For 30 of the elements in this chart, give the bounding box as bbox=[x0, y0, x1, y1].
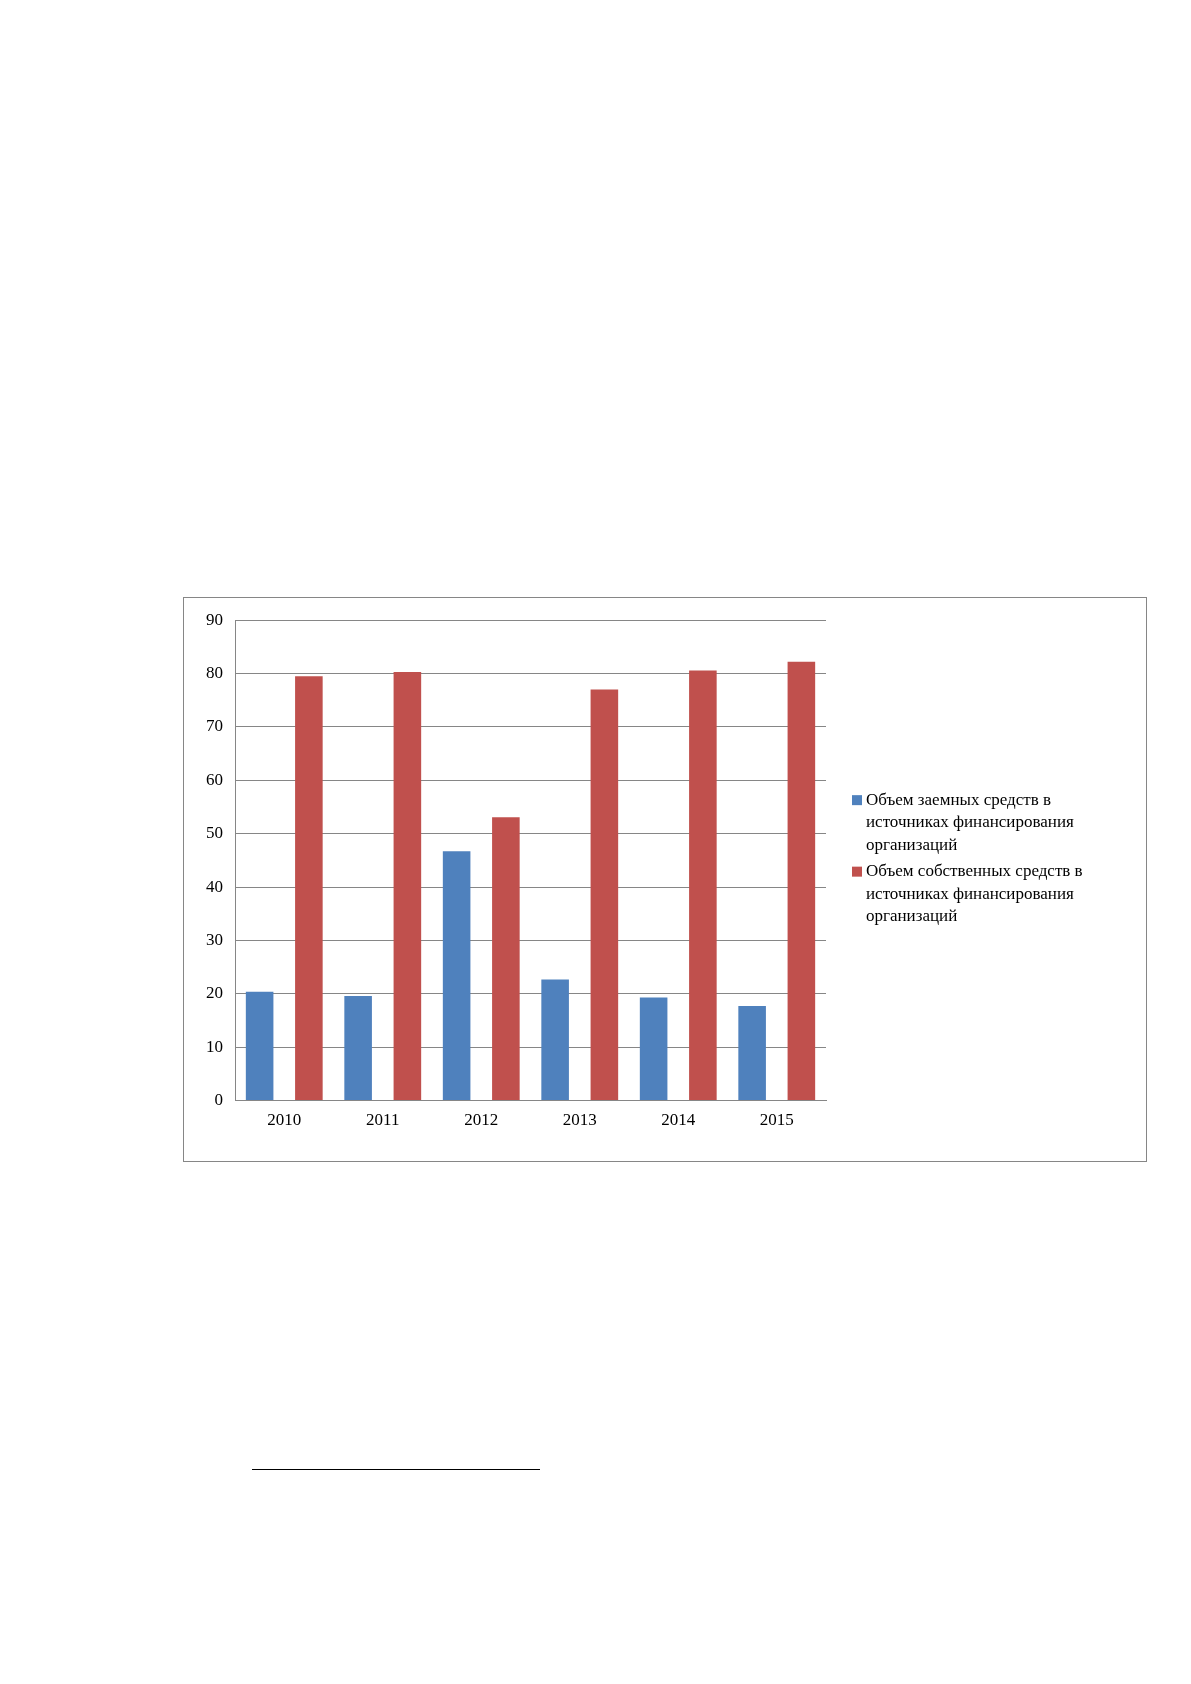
y-tick-label: 20 bbox=[206, 983, 223, 1003]
x-tick-label: 2015 bbox=[759, 1110, 794, 1130]
y-tick-label: 80 bbox=[206, 663, 223, 683]
x-tick-label: 2014 bbox=[661, 1110, 696, 1130]
y-tick-label: 70 bbox=[206, 716, 223, 736]
bar bbox=[245, 991, 274, 1101]
y-tick-label: 90 bbox=[206, 609, 223, 629]
legend-label: Объем собственных средств в источниках финансирования организаций bbox=[866, 861, 1083, 926]
bar bbox=[541, 979, 569, 1101]
legend-label: Объем заемных средств в источниках финансирования организаций bbox=[866, 789, 1074, 854]
x-tick-label: 2012 bbox=[464, 1110, 499, 1130]
bar bbox=[590, 689, 619, 1101]
bar bbox=[295, 676, 323, 1101]
bar bbox=[393, 671, 422, 1101]
x-tick-label: 2010 bbox=[267, 1110, 302, 1130]
bar bbox=[492, 817, 520, 1101]
y-tick-label: 60 bbox=[206, 769, 223, 789]
x-tick-label: 2013 bbox=[562, 1110, 597, 1130]
x-tick-label: 2011 bbox=[366, 1110, 400, 1130]
bar bbox=[344, 995, 372, 1101]
bar bbox=[442, 851, 471, 1101]
y-tick-label: 50 bbox=[206, 823, 223, 843]
bar bbox=[738, 1006, 766, 1101]
bar bbox=[639, 997, 668, 1101]
y-tick-label: 40 bbox=[206, 876, 223, 896]
bar bbox=[787, 661, 816, 1101]
y-tick-label: 0 bbox=[214, 1090, 223, 1110]
bar bbox=[689, 670, 717, 1101]
y-tick-label: 10 bbox=[206, 1036, 223, 1056]
y-tick-label: 30 bbox=[206, 929, 223, 949]
